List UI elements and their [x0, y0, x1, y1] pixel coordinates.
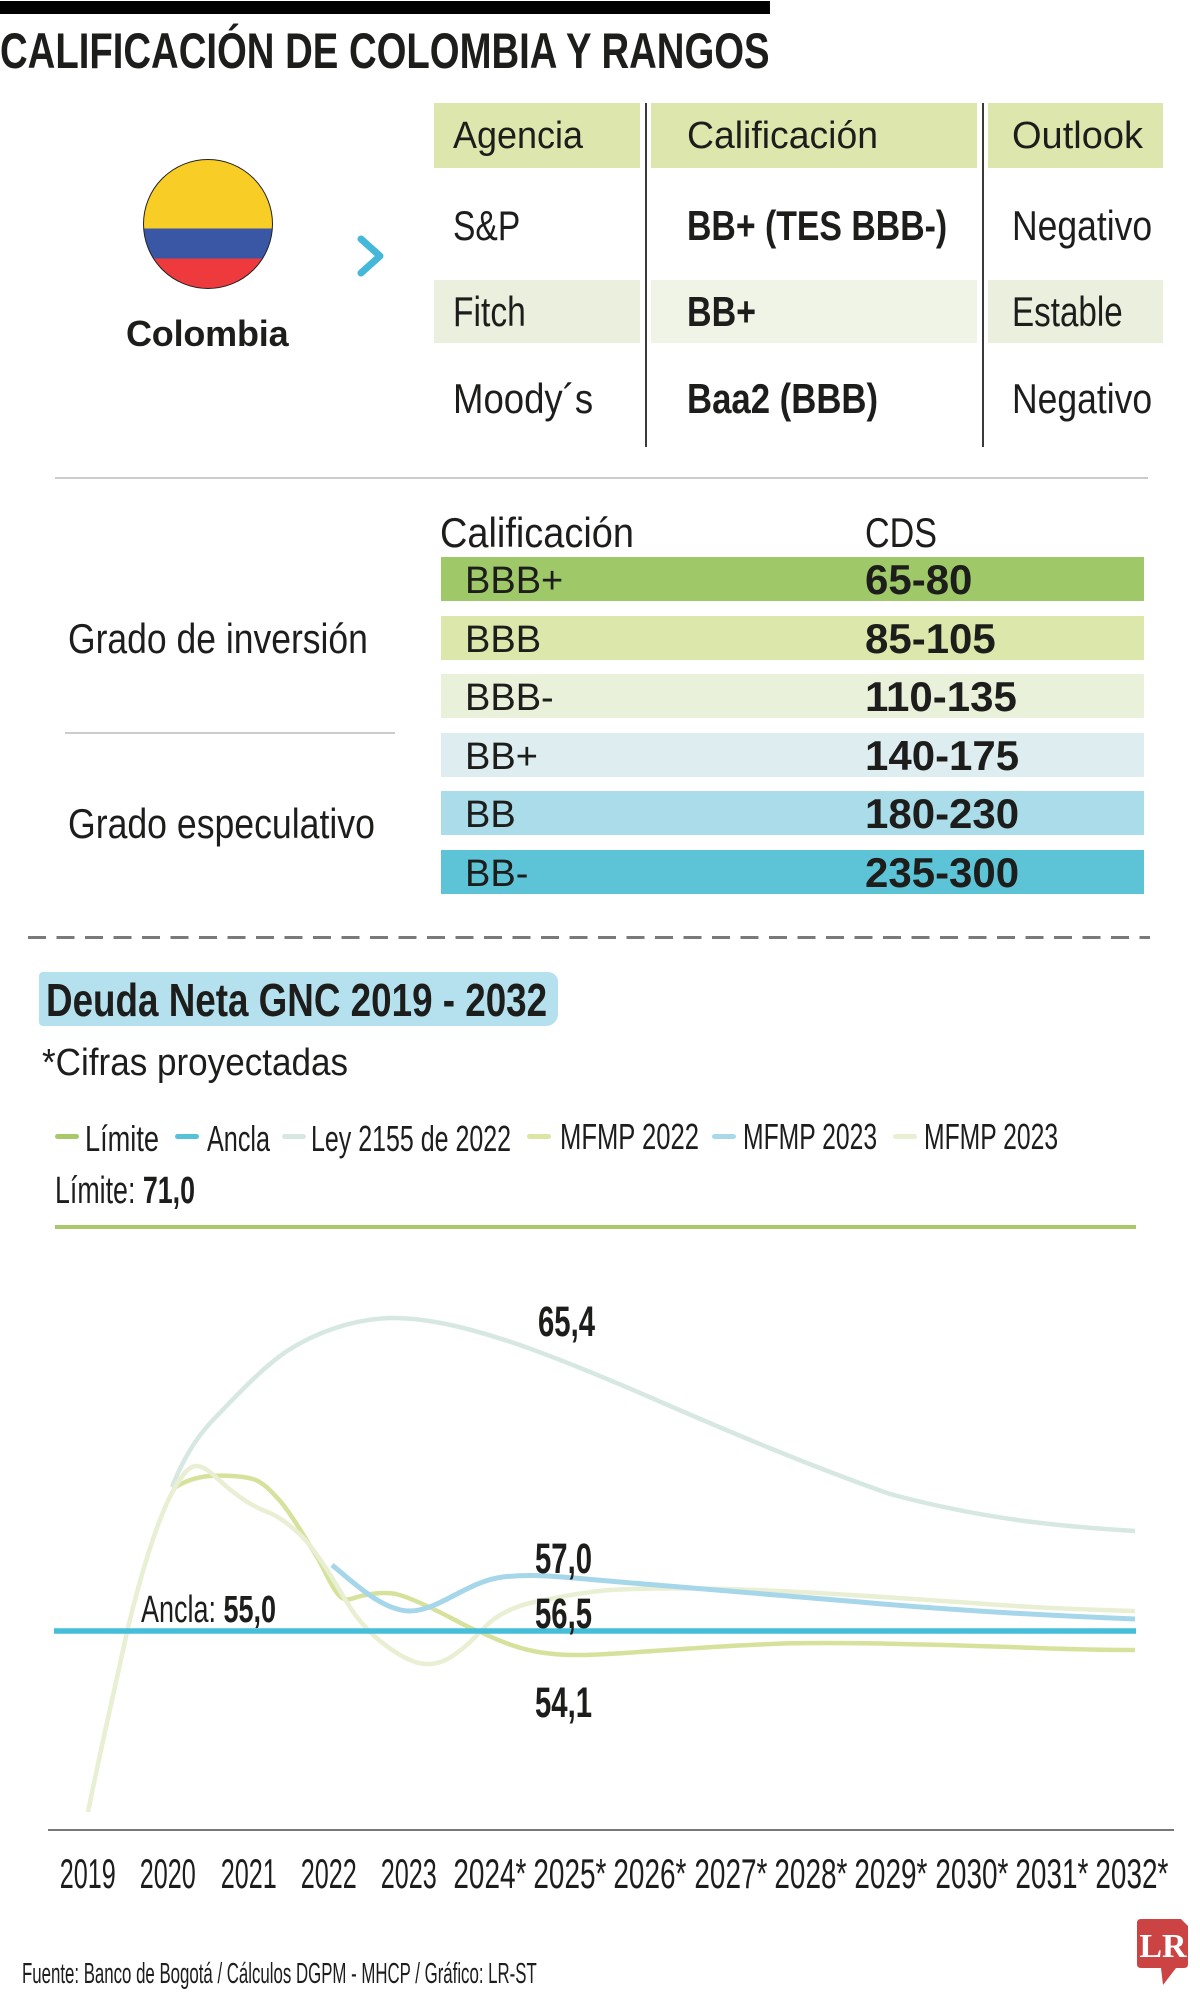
svg-text:LR: LR [1139, 1928, 1187, 1965]
